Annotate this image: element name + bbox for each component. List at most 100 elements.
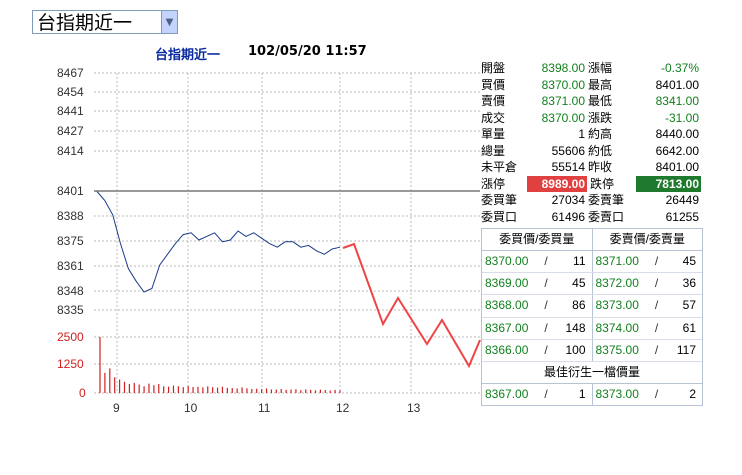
- separator: /: [654, 298, 659, 313]
- ask-qty: 61: [682, 320, 696, 335]
- separator: /: [544, 320, 548, 335]
- quote-label: 最低: [588, 94, 613, 108]
- ask-qty: 117: [676, 342, 696, 357]
- separator: /: [544, 386, 548, 401]
- annotation-line: [342, 242, 481, 369]
- quote-label: 買價: [481, 77, 506, 92]
- x-tick: 11: [258, 401, 271, 415]
- quote-value: 6642.00: [655, 143, 699, 158]
- ask-qty: 57: [682, 298, 696, 313]
- quote-label: 昨收: [588, 160, 613, 174]
- quote-value: 61255: [665, 209, 699, 224]
- price-tick: 8454: [57, 85, 84, 99]
- ask-price: 8375.00: [595, 342, 639, 357]
- bid-price: 8369.00: [485, 276, 529, 291]
- quote-value: 8398.00: [541, 61, 585, 75]
- price-tick: 8348: [57, 284, 84, 298]
- bid-qty: 148: [565, 320, 586, 335]
- ask-header: 委賣價/委賣量: [609, 232, 685, 246]
- price-tick: 8361: [57, 259, 84, 273]
- quote-row: 賣價 8371.00 最低 8341.00: [481, 93, 701, 110]
- ask-price: 8371.00: [595, 254, 639, 268]
- ask-price: 8374.00: [595, 320, 639, 335]
- quote-label: 未平倉: [481, 160, 518, 174]
- separator: /: [654, 254, 659, 268]
- x-tick: 9: [113, 401, 120, 415]
- bid-qty: 100: [565, 342, 586, 357]
- separator: /: [654, 276, 659, 291]
- separator: /: [544, 276, 548, 291]
- volume-tick: 1250: [57, 357, 84, 371]
- separator: /: [654, 320, 659, 335]
- quote-row: 總量 55606 約低 6642.00: [481, 143, 701, 160]
- bid-qty: 45: [572, 276, 586, 291]
- contract-select[interactable]: 台指期近一 ▼: [32, 10, 178, 36]
- quote-row: 成交 8370.00 漲跌 -31.00: [481, 110, 701, 127]
- quote-label: 最高: [588, 77, 613, 92]
- quote-label: 漲幅: [588, 61, 613, 75]
- quote-value: 61496: [551, 209, 585, 224]
- quote-row: 買價 8370.00 最高 8401.00: [481, 77, 701, 94]
- quote-label: 約低: [588, 143, 613, 158]
- separator: /: [544, 342, 548, 357]
- quote-label: 開盤: [481, 61, 506, 75]
- quote-label: 漲停: [481, 176, 506, 191]
- quote-value: 8341.00: [655, 94, 699, 108]
- order-book-row: 8369.00 / 45 8372.00 / 36: [482, 273, 702, 296]
- volume-tick: 2500: [57, 330, 84, 344]
- quote-row: 委買口 61496 委賣口 61255: [481, 209, 701, 226]
- price-tick: 8335: [57, 303, 84, 317]
- quote-value: 8440.00: [655, 127, 699, 141]
- quote-value: 26449: [665, 193, 699, 207]
- best-ask-price: 8373.00: [595, 386, 639, 401]
- ask-price: 8373.00: [595, 298, 639, 313]
- quote-label: 委賣口: [588, 209, 625, 224]
- quote-label: 跌停: [590, 176, 615, 191]
- best-bid-qty: 1: [578, 386, 586, 401]
- order-book-row: 8370.00 / 11 8371.00 / 45: [482, 251, 702, 274]
- order-book-row: 8366.00 / 100 8375.00 / 117: [482, 339, 702, 362]
- price-tick: 8388: [57, 209, 84, 223]
- bid-header: 委買價/委買量: [482, 229, 593, 250]
- separator: /: [544, 298, 548, 313]
- bid-price: 8370.00: [485, 254, 529, 268]
- chevron-down-icon[interactable]: ▼: [161, 10, 178, 34]
- price-tick: 8427: [57, 124, 84, 138]
- quote-value: -31.00: [664, 110, 699, 125]
- quote-label: 賣價: [481, 94, 506, 108]
- quote-value: 8370.00: [541, 77, 585, 92]
- quote-label: 漲跌: [588, 110, 613, 125]
- quote-panel: 開盤 8398.00 漲幅 -0.37% 買價 8370.00 最高 8401.00 賣價 837…: [481, 60, 701, 225]
- quote-label: 單量: [481, 127, 506, 141]
- quote-label: 總量: [481, 143, 506, 158]
- price-line: [96, 191, 341, 293]
- price-tick: 8467: [57, 66, 84, 80]
- contract-select-value[interactable]: 台指期近一: [32, 10, 161, 34]
- order-book-row: 8368.00 / 86 8373.00 / 57: [482, 295, 702, 318]
- price-tick: 8441: [57, 104, 84, 118]
- best-ask-qty: 2: [689, 386, 696, 401]
- chart-title: 台指期近一: [155, 48, 221, 63]
- ask-qty: 36: [682, 276, 696, 291]
- best-level-row: 8367.00 / 1 8373.00 / 2: [482, 383, 702, 406]
- order-book: 委買價/委買量 委賣價/委賣量 8370.00 / 11 8371.00 / 45 8369…: [481, 228, 703, 407]
- bid-qty: 11: [573, 254, 586, 268]
- x-tick: 10: [184, 401, 198, 415]
- quote-value: -0.37%: [660, 61, 699, 75]
- quote-row: 單量 1 約高 8440.00: [481, 126, 701, 143]
- best-bid-price: 8367.00: [485, 386, 529, 401]
- quote-label: 委買口: [481, 209, 518, 224]
- quote-value: 55606: [551, 143, 585, 158]
- bid-price: 8367.00: [485, 320, 529, 335]
- quote-value: 8371.00: [541, 94, 585, 108]
- quote-value: 8989.00: [527, 175, 587, 192]
- volume-tick: 0: [79, 386, 86, 400]
- quote-label: 委買筆: [481, 193, 518, 207]
- quote-value: 27034: [551, 193, 585, 207]
- quote-row: 委買筆 27034 委賣筆 26449: [481, 192, 701, 209]
- quote-value: 8401.00: [655, 160, 699, 174]
- x-tick: 12: [336, 401, 350, 415]
- order-book-header: 委買價/委買量 委賣價/委賣量: [482, 229, 702, 251]
- best-level-title: 最佳衍生一檔價量: [482, 362, 702, 384]
